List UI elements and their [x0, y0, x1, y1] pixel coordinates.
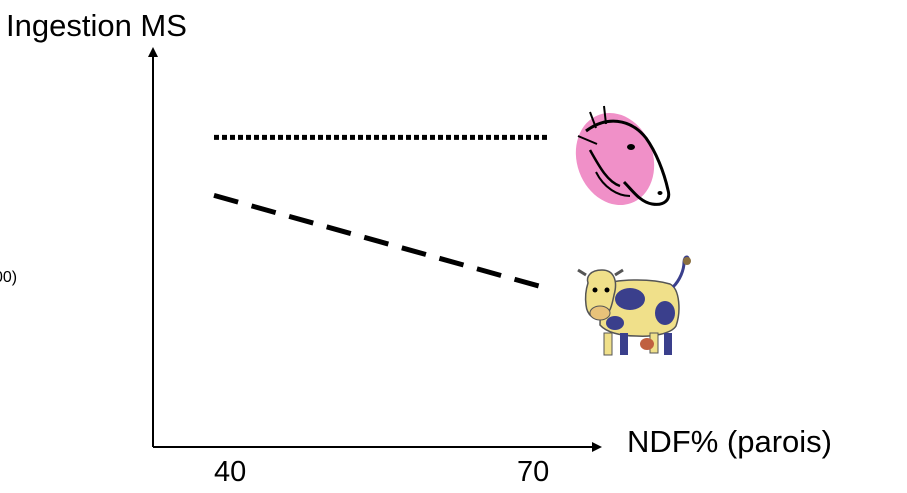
x-axis-label: NDF% (parois)	[627, 424, 832, 459]
cow-icon	[577, 255, 691, 356]
horse-icon	[575, 105, 671, 206]
x-tick-label-70: 70	[517, 456, 550, 488]
series-line-cow	[213, 192, 548, 291]
side-text-fragment: 00)	[0, 269, 18, 286]
series-layer	[213, 134, 548, 291]
x-tick-label-40: 40	[214, 456, 247, 488]
y-axis-label: Ingestion MS	[6, 8, 187, 43]
